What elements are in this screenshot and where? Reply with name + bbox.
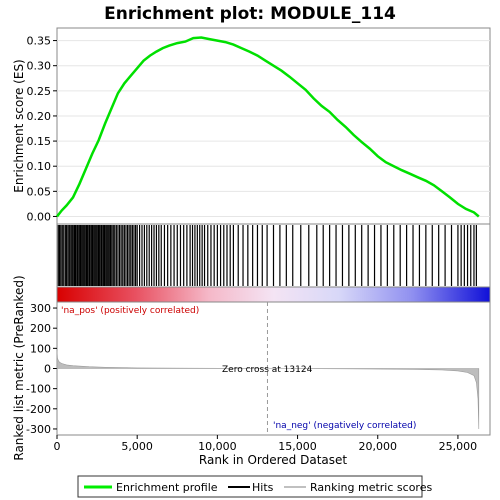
es-y-axis-label: Enrichment score (ES)	[12, 59, 26, 192]
zero-cross-label: Zero cross at 13124	[222, 365, 313, 375]
metric-y-tick-label: 100	[30, 342, 51, 355]
x-tick-label: 5,000	[121, 440, 153, 453]
legend-hits-label: Hits	[252, 481, 274, 494]
x-tick-label: 20,000	[358, 440, 397, 453]
positive-label: 'na_pos' (positively correlated)	[61, 306, 199, 316]
legend-metric-label: Ranking metric scores	[310, 481, 432, 494]
es-y-tick-label: 0.10	[27, 160, 52, 173]
metric-y-ticks: -300 -200 -100 0 100 200 300	[26, 302, 57, 436]
es-grid	[57, 40, 490, 217]
metric-y-tick-label: 0	[44, 363, 51, 376]
negative-label: 'na_neg' (negatively correlated)	[273, 421, 416, 431]
x-tick-label: 10,000	[198, 440, 237, 453]
es-profile-line	[56, 36, 480, 218]
es-y-tick-label: 0.25	[27, 85, 52, 98]
es-y-tick-label: 0.05	[27, 185, 52, 198]
es-y-tick-label: 0.30	[27, 60, 52, 73]
hit-marks	[57, 225, 477, 286]
metric-y-tick-label: -100	[26, 383, 51, 396]
es-y-tick-label: 0.20	[27, 110, 52, 123]
x-axis-label: Rank in Ordered Dataset	[199, 453, 347, 467]
metric-y-tick-label: -200	[26, 403, 51, 416]
chart-title: Enrichment plot: MODULE_114	[104, 4, 396, 24]
x-tick-label: 0	[54, 440, 61, 453]
es-y-ticks: 0.00 0.05 0.10 0.15 0.20 0.25 0.30 0.35	[27, 35, 57, 223]
metric-y-tick-label: -300	[26, 423, 51, 436]
x-tick-label: 15,000	[278, 440, 317, 453]
x-ticks: 0 5,000 10,000 15,000 20,000 25,000	[54, 435, 478, 453]
ranking-color-bar	[56, 286, 491, 303]
legend-enrichment-label: Enrichment profile	[116, 481, 218, 494]
metric-y-tick-label: 200	[30, 322, 51, 335]
metric-y-tick-label: 300	[30, 302, 51, 315]
es-y-tick-label: 0.35	[27, 35, 52, 48]
metric-y-axis-label: Ranked list metric (PreRanked)	[12, 275, 26, 460]
es-panel-frame	[56, 27, 491, 225]
x-tick-label: 25,000	[439, 440, 478, 453]
es-y-tick-label: 0.15	[27, 135, 52, 148]
es-y-tick-label: 0.00	[27, 210, 52, 223]
metric-area	[56, 350, 480, 430]
